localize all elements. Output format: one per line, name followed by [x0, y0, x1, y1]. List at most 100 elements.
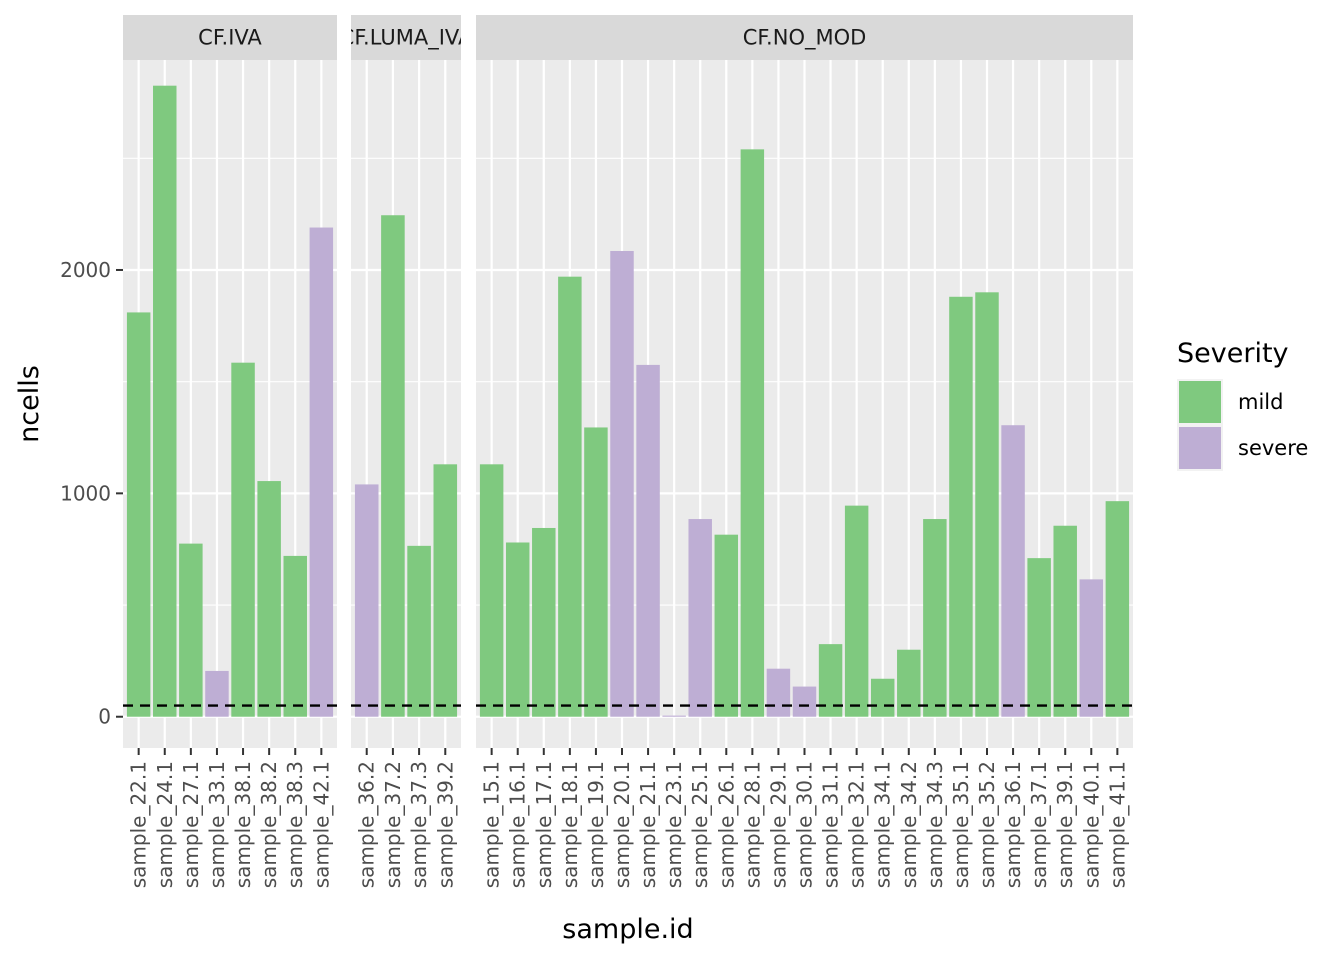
x-tick-label: sample_20.1	[610, 761, 634, 888]
x-tick-label: sample_41.1	[1105, 761, 1129, 888]
x-tick-label: sample_15.1	[480, 761, 504, 888]
bar-sample_34.1	[870, 678, 895, 717]
x-tick-label: sample_34.2	[897, 761, 921, 888]
bar-sample_15.1	[479, 464, 504, 717]
bar-sample_31.1	[818, 644, 843, 717]
x-tick-label: sample_38.2	[257, 761, 281, 888]
x-tick-label: sample_35.1	[949, 761, 973, 888]
legend-title: Severity	[1177, 338, 1289, 369]
bar-sample_41.1	[1105, 501, 1130, 717]
x-tick-label: sample_23.1	[662, 761, 686, 888]
x-tick-label: sample_31.1	[819, 761, 843, 888]
bar-sample_27.1	[179, 543, 203, 717]
facet-label: CF.LUMA_IVA	[340, 26, 473, 51]
x-tick-label: sample_17.1	[532, 761, 556, 888]
x-tick-label: sample_34.1	[871, 761, 895, 888]
x-tick-label: sample_34.3	[923, 761, 947, 888]
bar-sample_36.1	[1001, 425, 1025, 717]
x-axis-title: sample.id	[562, 914, 693, 945]
bar-sample_18.1	[558, 276, 582, 717]
facet-label: CF.NO_MOD	[743, 26, 867, 51]
x-tick-label: sample_38.3	[283, 761, 307, 888]
bar-sample_30.1	[792, 686, 817, 717]
x-tick-label: sample_21.1	[636, 761, 660, 888]
x-tick-label: sample_38.1	[231, 761, 255, 888]
bar-sample_19.1	[584, 427, 608, 717]
bar-sample_33.1	[205, 670, 229, 717]
legend-label-severe: severe	[1238, 436, 1308, 460]
bar-sample_20.1	[610, 250, 634, 717]
legend-key-severe	[1179, 427, 1221, 469]
x-tick-label: sample_36.2	[355, 761, 379, 888]
bar-sample_21.1	[636, 364, 660, 717]
x-tick-label: sample_19.1	[584, 761, 608, 888]
y-axis-title: ncells	[14, 365, 45, 443]
bar-sample_38.3	[283, 555, 307, 717]
bar-sample_39.1	[1053, 525, 1077, 717]
x-tick-label: sample_39.1	[1053, 761, 1077, 888]
y-tick-label: 0	[98, 705, 111, 729]
x-tick-label: sample_32.1	[845, 761, 869, 888]
bar-sample_42.1	[309, 227, 334, 717]
legend: Severity mild severe	[1177, 338, 1308, 471]
x-tick-labels: sample_36.2 sample_37.2 sample_37.3 sample_…	[355, 761, 458, 888]
bar-sample_24.1	[153, 85, 177, 717]
bar-sample_38.1	[231, 362, 255, 717]
bar-sample_32.1	[844, 505, 869, 717]
x-tick-label: sample_26.1	[714, 761, 738, 888]
y-tick-label: 2000	[60, 258, 111, 282]
x-tick-label: sample_16.1	[506, 761, 530, 888]
bar-sample_34.2	[897, 649, 921, 717]
x-tick-label: sample_36.1	[1001, 761, 1025, 888]
bar-sample_16.1	[505, 542, 530, 717]
legend-key-mild	[1179, 381, 1221, 423]
bar-sample_26.1	[714, 534, 739, 717]
facet-panel-3: CF.NO_MOD sample_15.1 sample_16.1 sample_17…	[476, 15, 1133, 888]
x-tick-label: sample_35.2	[975, 761, 999, 888]
bar-sample_37.2	[381, 215, 405, 717]
bar-sample_36.2	[354, 484, 379, 717]
bar-sample_29.1	[766, 668, 791, 717]
bar-sample_39.2	[433, 464, 458, 717]
bar-sample_22.1	[126, 312, 151, 717]
bar-sample_34.3	[923, 519, 947, 717]
x-tick-label: sample_27.1	[179, 761, 203, 888]
bar-sample_17.1	[532, 527, 556, 717]
x-tick-label: sample_37.2	[381, 761, 405, 888]
x-tick-label: sample_29.1	[766, 761, 790, 888]
x-tick-label: sample_25.1	[688, 761, 712, 888]
bar-sample_35.2	[975, 292, 999, 717]
facet-strip	[123, 15, 337, 60]
bar-sample_25.1	[688, 519, 712, 717]
x-tick-label: sample_40.1	[1079, 761, 1103, 888]
x-tick-label: sample_33.1	[205, 761, 229, 888]
x-tick-label: sample_42.1	[309, 761, 333, 888]
x-tick-labels: sample_22.1 sample_24.1 sample_27.1 sample_…	[127, 761, 334, 888]
x-tick-label: sample_22.1	[127, 761, 151, 888]
bar-sample_37.1	[1027, 558, 1051, 717]
bar-sample_40.1	[1079, 579, 1104, 717]
x-tick-labels: sample_15.1 sample_16.1 sample_17.1 sample_…	[480, 761, 1130, 888]
facet-strip	[476, 15, 1133, 60]
x-tick-label: sample_39.2	[433, 761, 457, 888]
facet-strip	[351, 15, 461, 60]
y-tick-label: 1000	[60, 481, 111, 505]
x-tick-label: sample_37.1	[1027, 761, 1051, 888]
bar-sample_37.3	[407, 545, 431, 717]
bar-sample_38.2	[257, 481, 281, 717]
x-tick-label: sample_37.3	[407, 761, 431, 888]
bar-sample_28.1	[740, 149, 765, 717]
facet-label: CF.IVA	[198, 26, 262, 50]
x-tick-label: sample_28.1	[740, 761, 764, 888]
bar-sample_35.1	[949, 296, 973, 717]
x-tick-label: sample_30.1	[793, 761, 817, 888]
y-axis: 0 1000 2000	[60, 258, 123, 729]
legend-label-mild: mild	[1238, 390, 1283, 414]
x-tick-label: sample_18.1	[558, 761, 582, 888]
x-tick-label: sample_24.1	[153, 761, 177, 888]
bar-sample_23.1	[662, 715, 686, 717]
